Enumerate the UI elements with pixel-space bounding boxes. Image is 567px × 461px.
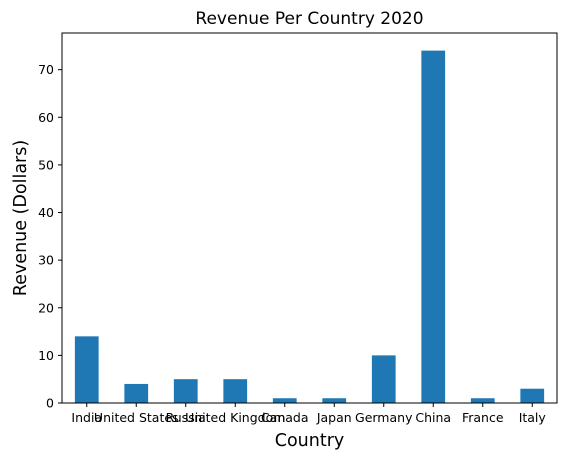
x-tick-label: Italy bbox=[519, 410, 547, 425]
x-tick-label: Japan bbox=[316, 410, 352, 425]
x-tick-label: India bbox=[71, 410, 102, 425]
y-tick-label: 70 bbox=[38, 62, 54, 77]
bar-italy bbox=[520, 388, 545, 403]
bar-japan bbox=[322, 398, 347, 403]
bar-united-kingdom bbox=[223, 379, 248, 403]
x-axis-label: Country bbox=[275, 431, 345, 451]
bar-canada bbox=[272, 398, 297, 403]
plot-area-frame bbox=[61, 32, 558, 404]
y-tick-label: 10 bbox=[38, 348, 54, 363]
y-tick-label: 60 bbox=[38, 110, 54, 125]
y-axis-label: Revenue (Dollars) bbox=[11, 140, 31, 296]
bar-china bbox=[421, 50, 446, 403]
y-axis-ticks: 0 10 20 30 40 50 60 70 bbox=[38, 62, 62, 411]
y-tick-label: 30 bbox=[38, 253, 54, 268]
y-tick-label: 40 bbox=[38, 205, 54, 220]
bar-united-states bbox=[124, 383, 149, 403]
x-tick-label: United Kingdom bbox=[185, 410, 285, 425]
bar-russia bbox=[173, 379, 198, 403]
bar-india bbox=[74, 336, 99, 403]
x-tick-label: Canada bbox=[261, 410, 309, 425]
bars-group bbox=[74, 50, 545, 403]
x-tick-label: China bbox=[415, 410, 451, 425]
y-tick-label: 20 bbox=[38, 300, 54, 315]
x-tick-label: United States bbox=[94, 410, 179, 425]
bar-germany bbox=[371, 355, 396, 403]
x-tick-label: Russia bbox=[166, 410, 206, 425]
chart-title: Revenue Per Country 2020 bbox=[195, 9, 423, 29]
y-tick-label: 0 bbox=[46, 396, 54, 411]
bar-france bbox=[470, 398, 495, 403]
x-tick-label: France bbox=[462, 410, 504, 425]
x-tick-label: Germany bbox=[355, 410, 413, 425]
y-tick-label: 50 bbox=[38, 157, 54, 172]
